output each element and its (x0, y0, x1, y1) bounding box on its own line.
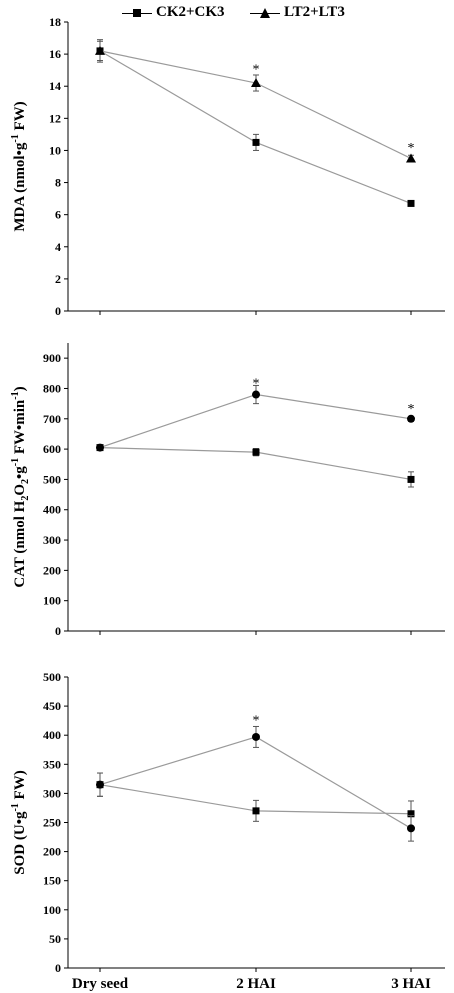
data-point-square (407, 810, 415, 818)
triangle-marker-icon (250, 6, 280, 20)
data-point-square (252, 448, 260, 456)
y-tick-label: 4 (55, 240, 61, 254)
y-tick-label: 14 (49, 79, 61, 93)
y-tick-label: 900 (43, 351, 61, 365)
chart-2: 0 100 200 300 400 500 600 700 800 900 CAT (nmol H2… (10, 343, 445, 638)
x-tick-label: Dry seed (72, 976, 129, 992)
data-point-triangle (251, 78, 261, 88)
y-tick-label: 400 (43, 503, 61, 517)
y-tick-label: 700 (43, 412, 61, 426)
y-tick-label: 300 (43, 533, 61, 547)
significance-star: * (253, 63, 260, 78)
data-point-square (252, 807, 260, 815)
significance-star: * (408, 402, 415, 417)
y-tick-label: 16 (49, 47, 61, 61)
y-tick-label: 0 (55, 961, 61, 975)
y-tick-label: 300 (43, 786, 61, 800)
legend: CK2+CK3 LT2+LT3 (0, 2, 454, 24)
y-tick-label: 150 (43, 874, 61, 888)
y-tick-label: 0 (55, 304, 61, 318)
data-point-circle (407, 824, 415, 833)
y-axis-title: MDA (nmol•g-1 FW) (10, 101, 28, 231)
data-point-square (407, 475, 415, 483)
y-tick-label: 18 (49, 15, 61, 29)
chart-3: 0 50 100 150 200 250 300 350 400 450 500 Dry seed 2 … (10, 670, 445, 992)
y-tick-label: 400 (43, 728, 61, 742)
data-point-circle (252, 732, 260, 741)
y-tick-label: 100 (43, 594, 61, 608)
y-tick-label: 0 (55, 624, 61, 638)
legend-label-lt: LT2+LT3 (284, 4, 345, 20)
y-tick-label: 350 (43, 757, 61, 771)
square-marker-icon (122, 6, 152, 20)
legend-item-lt: LT2+LT3 (250, 4, 345, 21)
y-tick-label: 500 (43, 472, 61, 486)
y-tick-label: 600 (43, 442, 61, 456)
y-tick-label: 800 (43, 381, 61, 395)
significance-star: * (253, 713, 260, 728)
y-tick-label: 250 (43, 816, 61, 830)
data-point-triangle (95, 45, 105, 55)
y-tick-label: 10 (49, 143, 61, 157)
y-axis-title: CAT (nmol H2O2•g-1 FW•min-1) (10, 386, 31, 587)
x-tick-label: 2 HAI (236, 976, 276, 992)
legend-item-ck: CK2+CK3 (122, 4, 225, 21)
y-tick-label: 450 (43, 699, 61, 713)
y-tick-label: 50 (49, 932, 61, 946)
data-point-circle (407, 414, 415, 423)
y-tick-label: 2 (55, 272, 61, 286)
data-point-circle (252, 390, 260, 399)
significance-star: * (253, 376, 260, 391)
y-tick-label: 100 (43, 903, 61, 917)
data-point-square (252, 138, 260, 146)
y-tick-label: 6 (55, 208, 61, 222)
legend-label-ck: CK2+CK3 (156, 4, 225, 20)
y-tick-label: 8 (55, 176, 61, 190)
y-tick-label: 12 (49, 111, 61, 125)
chart-1: 0 2 4 6 8 10 12 14 16 18 MDA (nmol•g-1 FW) * * (10, 15, 445, 318)
data-point-circle (96, 443, 104, 452)
y-tick-label: 200 (43, 845, 61, 859)
x-tick-label: 3 HAI (391, 976, 431, 992)
data-point-square (407, 199, 415, 207)
y-tick-label: 200 (43, 563, 61, 577)
y-axis-title: SOD (U•g-1 FW) (10, 770, 28, 874)
data-point-triangle (406, 153, 416, 163)
data-point-circle (96, 780, 104, 789)
y-tick-label: 500 (43, 670, 61, 684)
significance-star: * (408, 141, 415, 156)
